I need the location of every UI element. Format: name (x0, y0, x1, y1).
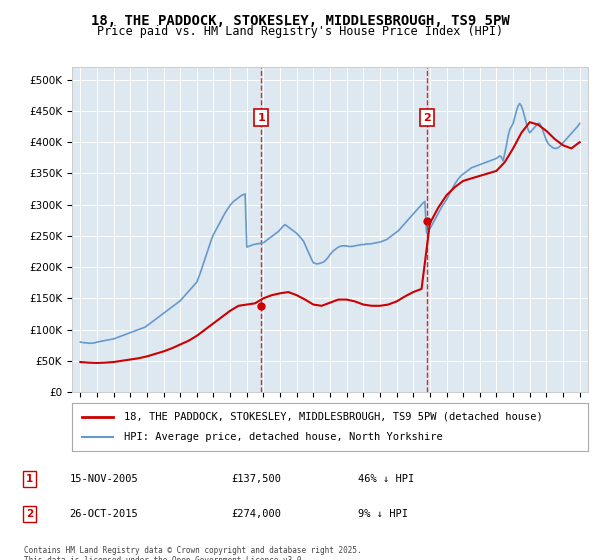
Text: 2: 2 (423, 113, 431, 123)
Text: 46% ↓ HPI: 46% ↓ HPI (358, 474, 414, 484)
Text: HPI: Average price, detached house, North Yorkshire: HPI: Average price, detached house, Nort… (124, 432, 442, 442)
Text: 1: 1 (26, 474, 33, 484)
Text: 26-OCT-2015: 26-OCT-2015 (70, 509, 139, 519)
Text: 2: 2 (26, 509, 33, 519)
Text: 9% ↓ HPI: 9% ↓ HPI (358, 509, 407, 519)
Text: 15-NOV-2005: 15-NOV-2005 (70, 474, 139, 484)
Text: Price paid vs. HM Land Registry's House Price Index (HPI): Price paid vs. HM Land Registry's House … (97, 25, 503, 38)
Text: 18, THE PADDOCK, STOKESLEY, MIDDLESBROUGH, TS9 5PW: 18, THE PADDOCK, STOKESLEY, MIDDLESBROUG… (91, 14, 509, 28)
Text: 18, THE PADDOCK, STOKESLEY, MIDDLESBROUGH, TS9 5PW (detached house): 18, THE PADDOCK, STOKESLEY, MIDDLESBROUG… (124, 412, 542, 422)
Text: 1: 1 (257, 113, 265, 123)
Text: £137,500: £137,500 (231, 474, 281, 484)
Text: £274,000: £274,000 (231, 509, 281, 519)
Text: Contains HM Land Registry data © Crown copyright and database right 2025.
This d: Contains HM Land Registry data © Crown c… (24, 546, 362, 560)
